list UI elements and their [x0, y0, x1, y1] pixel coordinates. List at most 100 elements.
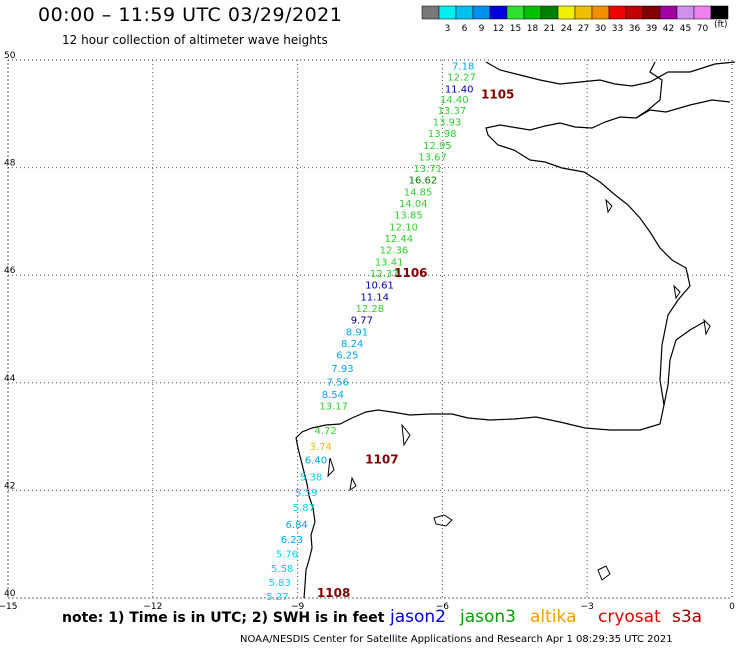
map-border — [7, 59, 733, 599]
wave-height-label: 7.93 — [331, 364, 353, 375]
legend-swatch — [574, 5, 593, 20]
wave-height-label: 9.77 — [351, 316, 373, 327]
legend-swatch — [438, 5, 457, 20]
legend-swatch — [421, 5, 440, 20]
island — [349, 476, 357, 492]
legend-swatch-label: 12 — [493, 24, 504, 34]
wave-height-label: 7.56 — [327, 377, 349, 388]
wave-height-label: 13.93 — [433, 118, 462, 129]
island — [703, 318, 711, 336]
coastline — [295, 61, 736, 599]
lat-tick-label: 50 — [4, 51, 16, 61]
legend-swatch — [710, 5, 729, 20]
map-frame — [7, 59, 733, 599]
wave-height-label: 3.74 — [310, 442, 332, 453]
island — [673, 284, 681, 300]
lon-tick-label: −15 — [0, 602, 18, 612]
legend-swatch — [642, 5, 661, 20]
orbit-number-label: 1105 — [481, 88, 514, 102]
legend-swatch — [506, 5, 525, 20]
island — [433, 514, 453, 527]
legend-swatch — [659, 5, 678, 20]
wave-height-label: 6.84 — [286, 520, 308, 531]
legend-swatch — [455, 5, 474, 20]
credit-line: NOAA/NESDIS Center for Satellite Applica… — [240, 634, 673, 645]
wave-height-label: 12.36 — [380, 246, 409, 257]
wave-height-label: 12.28 — [356, 304, 385, 315]
legend-swatch-label: 70 — [697, 24, 709, 34]
island — [605, 198, 613, 214]
wave-height-label: 13.71 — [413, 164, 442, 175]
legend-swatch — [693, 5, 712, 20]
wave-height-label: 12.10 — [389, 223, 418, 234]
wave-height-label: 10.61 — [365, 281, 394, 292]
legend-swatch — [540, 5, 559, 20]
footnote: note: 1) Time is in UTC; 2) SWH is in fe… — [62, 610, 385, 626]
lat-tick-label: 46 — [4, 266, 16, 276]
wave-height-label: 8.91 — [346, 327, 368, 338]
orbit-markers: 1105 1106 1107 1108 — [317, 88, 515, 600]
lat-tick-label: 40 — [4, 589, 16, 599]
island — [401, 423, 411, 447]
satellite-label-jason2: jason2 — [390, 607, 446, 627]
wave-height-label: 13.41 — [375, 258, 404, 269]
satellite-label-jason3: jason3 — [460, 607, 516, 627]
legend-swatch-label: 15 — [510, 24, 521, 34]
legend-swatch-label: 18 — [527, 24, 539, 34]
wave-height-label: 6.23 — [281, 535, 303, 546]
wave-height-label: 12.37 — [370, 269, 399, 280]
satellite-label-s3a: s3a — [672, 607, 703, 627]
wave-height-label: 12.44 — [384, 234, 413, 245]
wave-height-label: 13.17 — [319, 402, 348, 413]
wave-height-label: 5.87 — [293, 503, 315, 514]
wave-height-label: 11.14 — [360, 292, 389, 303]
island — [327, 457, 335, 478]
wave-height-label: 6.25 — [336, 351, 358, 362]
satellite-label-cryosat: cryosat — [598, 607, 661, 627]
lon-tick-label: −12 — [143, 602, 162, 612]
wave-height-label: 5.58 — [271, 564, 293, 575]
color-legend: 3 6 9 12 15 18 21 24 27 30 33 36 39 42 45 70 — [421, 5, 729, 34]
legend-swatch — [625, 5, 644, 20]
chart-subtitle: 12 hour collection of altimeter wave hei… — [62, 33, 328, 47]
legend-swatch-label: 21 — [544, 24, 555, 34]
legend-swatch-label: 39 — [646, 24, 658, 34]
wave-height-label: 14.85 — [404, 188, 433, 199]
wave-height-label: 4.72 — [314, 426, 336, 437]
legend-swatch-label: 33 — [612, 24, 623, 34]
wave-height-label: 13.37 — [438, 106, 467, 117]
legend-swatch — [591, 5, 610, 20]
coastline-uk — [485, 61, 736, 87]
orbit-number-label: 1108 — [317, 586, 350, 600]
chart-title: 00:00 – 11:59 UTC 03/29/2021 — [38, 4, 343, 26]
wave-height-label: 12.27 — [447, 72, 476, 83]
lat-tick-label: 42 — [4, 481, 15, 491]
legend-swatch-label: 9 — [479, 24, 485, 34]
coastline-channel — [635, 99, 731, 119]
wave-height-label: 5.59 — [295, 488, 317, 499]
satellite-label-altika: altika — [530, 607, 577, 627]
wave-height-label: 5.83 — [269, 578, 291, 589]
wave-height-label: 8.24 — [341, 339, 363, 350]
wave-height-label: 5.76 — [276, 550, 298, 561]
wave-height-label: 5.27 — [266, 592, 288, 603]
legend-swatch-label: 24 — [561, 24, 573, 34]
legend-swatch — [489, 5, 508, 20]
legend-swatch-label: 30 — [595, 24, 607, 34]
island — [597, 565, 611, 581]
legend-swatch-label: 6 — [462, 24, 468, 34]
lon-tick-label: −3 — [581, 602, 594, 612]
wave-height-label: 5.38 — [300, 473, 322, 484]
orbit-number-label: 1107 — [365, 453, 398, 467]
wave-height-label: 13.85 — [394, 211, 423, 222]
wave-height-label: 14.04 — [399, 199, 428, 210]
lon-tick-label: −9 — [291, 602, 305, 612]
legend-swatch — [608, 5, 627, 20]
coastline-iberia — [295, 321, 705, 599]
orbit-number-label: 1106 — [394, 266, 427, 280]
wave-height-label: 16.62 — [409, 176, 438, 187]
lon-tick-label: −6 — [436, 602, 450, 612]
lat-tick-label: 48 — [4, 159, 16, 169]
legend-swatch — [523, 5, 542, 20]
